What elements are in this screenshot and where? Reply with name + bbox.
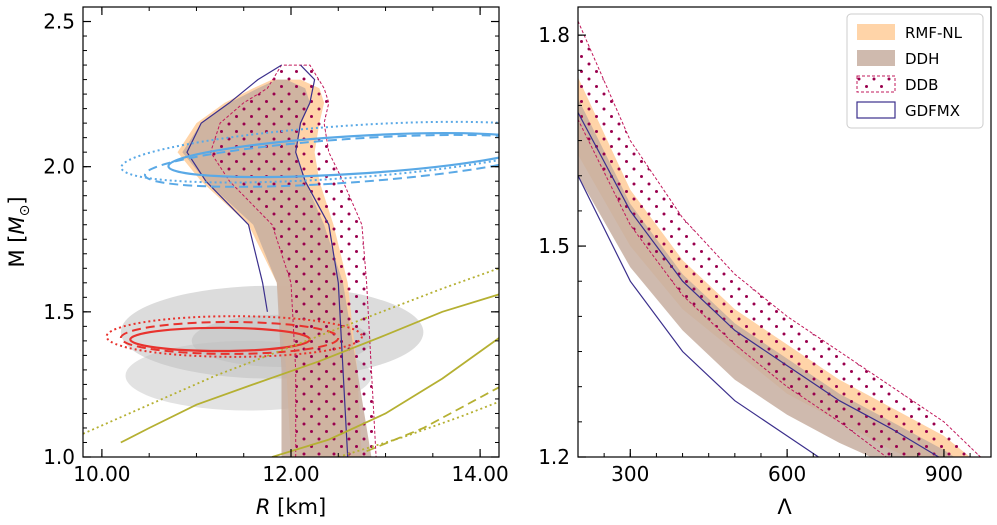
lambda-band-gdfmx-lower <box>578 175 819 457</box>
olive-curve-3 <box>83 267 499 435</box>
contour-ellipse-1 <box>143 133 499 188</box>
x-axis-title-unit: [km] <box>270 495 326 519</box>
olive-curve-1 <box>271 337 499 457</box>
y-tick-label: 1.8 <box>538 23 570 47</box>
x-tick-label: 300 <box>611 462 649 486</box>
olive-curve-0 <box>120 293 499 444</box>
x-tick-label: 14.00 <box>451 462 508 486</box>
x-tick-label: 12.00 <box>262 462 319 486</box>
right-panel-mass-tidal: 300 600 900 1.2 1.5 1.8 Λ RMF-NL DDH DDB GDFMX <box>538 6 992 519</box>
legend-label: DDB <box>905 76 938 94</box>
legend-label: RMF-NL <box>905 24 963 42</box>
x-tick-label: 600 <box>768 462 806 486</box>
lambda-band-gdfmx-upper <box>578 112 940 457</box>
x-tick-label: 900 <box>925 462 963 486</box>
band-gdfmx-right-edge <box>295 64 349 457</box>
y-axis-title-subscript: ⊙ <box>17 205 33 217</box>
x-axis-title-lambda: Λ <box>777 495 792 519</box>
legend-swatch-gdfmx <box>856 101 896 119</box>
y-tick-label: 1.0 <box>43 445 75 469</box>
legend: RMF-NL DDH DDB GDFMX <box>846 13 984 129</box>
band-gdfmx-left-edge <box>186 64 282 312</box>
x-axis-title: R [km] <box>256 495 326 519</box>
lambda-band-ddh <box>578 98 955 457</box>
legend-label: DDH <box>905 50 939 68</box>
y-tick-label: 1.5 <box>538 234 570 258</box>
legend-swatch-rmf-nl <box>857 24 895 40</box>
y-tick-label: 2.5 <box>43 10 75 34</box>
right-frame <box>577 6 992 458</box>
y-axis-title-prefix: M [ <box>5 235 29 268</box>
x-axis-title-symbol: R <box>256 495 271 519</box>
legend-label: GDFMX <box>905 102 960 120</box>
contour-ellipse-4 <box>119 321 340 355</box>
y-axis-title: M [M⊙] <box>5 196 33 267</box>
contour-ellipse-2 <box>120 120 499 184</box>
y-axis-title-suffix: ] <box>5 196 29 204</box>
legend-swatch-ddb <box>856 75 896 93</box>
y-axis-title-unit: M <box>5 216 29 234</box>
legend-swatch-ddh <box>857 50 895 66</box>
contour-ellipse-5 <box>105 315 363 358</box>
y-tick-label: 1.5 <box>43 300 75 324</box>
lambda-band-ddb <box>578 20 982 457</box>
contour-ellipse-0 <box>167 132 499 179</box>
olive-curve-2 <box>366 386 499 453</box>
plot-area-right <box>578 20 982 457</box>
band-ddb <box>210 64 377 457</box>
plot-area-left <box>83 64 499 457</box>
legend-box <box>846 13 984 129</box>
y-tick-label: 1.2 <box>538 445 570 469</box>
y-tick-label: 2.0 <box>43 155 75 179</box>
left-panel-mass-radius: 10.00 12.00 14.00 1.0 1.5 2.0 2.5 R [km] M [M⊙] <box>5 6 509 519</box>
x-tick-label: 10.00 <box>73 462 130 486</box>
